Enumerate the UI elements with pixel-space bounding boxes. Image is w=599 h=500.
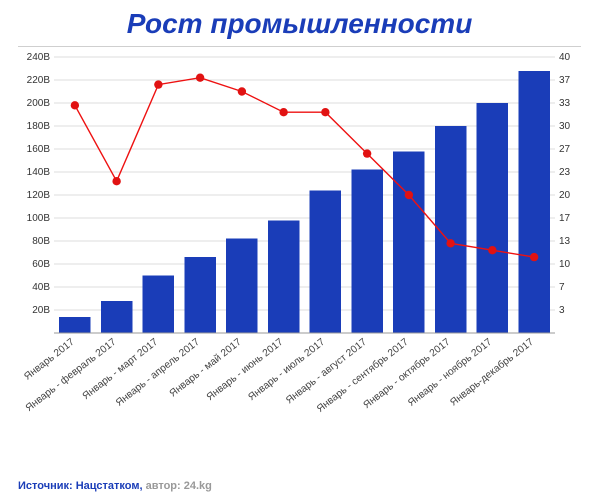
svg-text:37: 37 (559, 75, 571, 86)
bar (310, 190, 342, 333)
bar (477, 103, 509, 333)
trend-point (279, 108, 287, 116)
trend-point (321, 108, 329, 116)
bar (518, 71, 550, 333)
svg-text:40: 40 (559, 52, 571, 63)
svg-text:180B: 180B (27, 121, 51, 132)
svg-text:23: 23 (559, 167, 571, 178)
svg-text:33: 33 (559, 98, 571, 109)
svg-text:13: 13 (559, 236, 571, 247)
svg-text:17: 17 (559, 213, 571, 224)
trend-point (405, 191, 413, 199)
trend-point (530, 253, 538, 261)
chart-area: 20B 40B 60B 80B 100B 120B 140B 160B 180B 200B 220B… (18, 51, 581, 461)
svg-text:220B: 220B (27, 75, 51, 86)
svg-text:20: 20 (559, 190, 571, 201)
trend-point (196, 74, 204, 82)
trend-point (363, 149, 371, 157)
svg-text:20B: 20B (32, 305, 50, 316)
svg-text:80B: 80B (32, 236, 50, 247)
combo-chart: 20B 40B 60B 80B 100B 120B 140B 160B 180B 200B 220B… (18, 51, 581, 461)
author-text: 24.kg (184, 480, 212, 492)
trend-point (71, 101, 79, 109)
svg-text:240B: 240B (27, 52, 51, 63)
svg-text:160B: 160B (27, 144, 51, 155)
trend-point (112, 177, 120, 185)
x-axis-label: Январь - май 2017 (168, 336, 244, 399)
svg-text:27: 27 (559, 144, 571, 155)
svg-text:100B: 100B (27, 213, 51, 224)
svg-text:30: 30 (559, 121, 571, 132)
author-label: автор: (146, 480, 184, 492)
trend-point (488, 246, 496, 254)
source-text: Нацстатком, (76, 480, 146, 492)
bar (184, 257, 216, 333)
x-axis-label: Январь - март 2017 (81, 336, 161, 402)
svg-text:120B: 120B (27, 190, 51, 201)
chart-title: Рост промышленности (0, 0, 599, 46)
x-axis-label: Январь - апрель 2017 (114, 336, 202, 408)
bar (226, 239, 258, 333)
svg-text:200B: 200B (27, 98, 51, 109)
svg-text:7: 7 (559, 282, 565, 293)
svg-text:10: 10 (559, 259, 571, 270)
source-label: Источник: (18, 480, 76, 492)
bar (351, 170, 383, 333)
svg-text:40B: 40B (32, 282, 50, 293)
bar (59, 317, 91, 333)
bar (143, 276, 175, 334)
title-rule (18, 46, 581, 47)
source-line: Источник: Нацстатком, автор: 24.kg (18, 480, 212, 492)
trend-point (446, 239, 454, 247)
trend-point (154, 80, 162, 88)
trend-point (238, 87, 246, 95)
svg-text:3: 3 (559, 305, 565, 316)
bar (268, 220, 300, 333)
svg-text:140B: 140B (27, 167, 51, 178)
bar (393, 151, 425, 333)
svg-text:60B: 60B (32, 259, 50, 270)
x-axis-label: Январь - июнь 2017 (205, 336, 286, 403)
bar (101, 301, 133, 333)
chart-card: Рост промышленности 20B 40B 60B 80B 100B 120B… (0, 0, 599, 500)
x-axis-label: Январь - июль 2017 (247, 336, 328, 403)
